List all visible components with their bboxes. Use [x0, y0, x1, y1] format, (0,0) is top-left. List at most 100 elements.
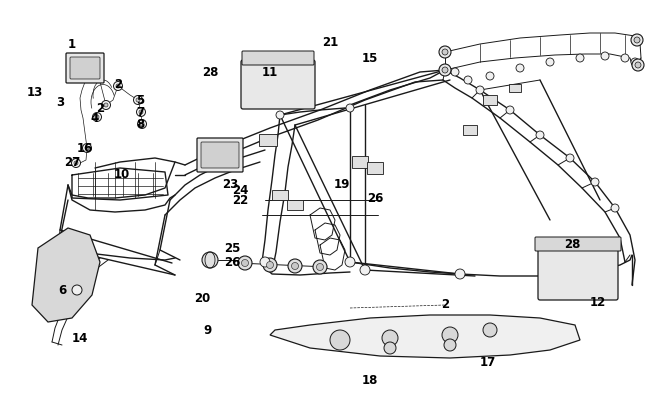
- Circle shape: [345, 257, 355, 267]
- Circle shape: [634, 37, 640, 43]
- Circle shape: [72, 285, 82, 295]
- Circle shape: [266, 261, 274, 269]
- FancyBboxPatch shape: [241, 60, 315, 109]
- FancyBboxPatch shape: [272, 190, 288, 200]
- Polygon shape: [270, 315, 580, 358]
- Circle shape: [101, 101, 111, 109]
- Polygon shape: [32, 228, 100, 322]
- Circle shape: [139, 110, 143, 114]
- Circle shape: [92, 112, 101, 122]
- Circle shape: [136, 107, 146, 116]
- Circle shape: [601, 52, 609, 60]
- Text: 2: 2: [441, 299, 449, 311]
- FancyBboxPatch shape: [367, 162, 383, 174]
- Text: 23: 23: [222, 179, 238, 191]
- Circle shape: [313, 260, 327, 274]
- Text: 17: 17: [480, 356, 496, 368]
- Circle shape: [95, 115, 99, 119]
- Circle shape: [104, 103, 108, 107]
- Text: 12: 12: [590, 295, 606, 309]
- Circle shape: [611, 204, 619, 212]
- Text: 19: 19: [334, 179, 350, 191]
- Circle shape: [140, 122, 144, 126]
- Text: 2: 2: [96, 101, 104, 114]
- Circle shape: [138, 120, 146, 128]
- Circle shape: [276, 111, 284, 119]
- Circle shape: [486, 72, 494, 80]
- Text: 20: 20: [194, 292, 210, 305]
- Circle shape: [536, 131, 544, 139]
- Circle shape: [442, 49, 448, 55]
- FancyBboxPatch shape: [463, 125, 477, 135]
- Text: 4: 4: [91, 112, 99, 124]
- Text: 10: 10: [114, 168, 130, 181]
- Circle shape: [85, 146, 89, 150]
- Text: 28: 28: [202, 65, 218, 78]
- Text: 9: 9: [203, 324, 211, 337]
- Circle shape: [455, 269, 465, 279]
- Text: 7: 7: [136, 105, 144, 118]
- Circle shape: [440, 65, 450, 75]
- Circle shape: [202, 252, 218, 268]
- Circle shape: [238, 256, 252, 270]
- Circle shape: [114, 82, 122, 90]
- Circle shape: [442, 67, 448, 73]
- Circle shape: [439, 64, 451, 76]
- Text: 25: 25: [224, 242, 240, 255]
- FancyBboxPatch shape: [201, 142, 239, 168]
- Circle shape: [451, 68, 459, 76]
- Text: 22: 22: [232, 194, 248, 206]
- Circle shape: [260, 257, 270, 267]
- Circle shape: [136, 98, 140, 102]
- FancyBboxPatch shape: [259, 134, 277, 146]
- Circle shape: [382, 330, 398, 346]
- Text: 26: 26: [367, 191, 384, 204]
- Circle shape: [291, 263, 298, 269]
- Text: 27: 27: [64, 156, 80, 170]
- Circle shape: [632, 59, 644, 71]
- Circle shape: [288, 259, 302, 273]
- Circle shape: [516, 64, 524, 72]
- Circle shape: [72, 158, 81, 168]
- Text: 8: 8: [136, 118, 144, 130]
- Text: 15: 15: [362, 51, 378, 65]
- Text: 24: 24: [232, 183, 248, 196]
- FancyBboxPatch shape: [538, 244, 618, 300]
- Circle shape: [442, 327, 458, 343]
- Circle shape: [464, 76, 472, 84]
- Text: 16: 16: [77, 141, 93, 154]
- Circle shape: [439, 46, 451, 58]
- FancyBboxPatch shape: [242, 51, 314, 65]
- Circle shape: [330, 330, 350, 350]
- Circle shape: [116, 84, 120, 88]
- Text: 18: 18: [362, 374, 378, 387]
- Circle shape: [591, 178, 599, 186]
- Circle shape: [133, 95, 142, 105]
- Text: 2: 2: [114, 78, 122, 91]
- Circle shape: [242, 259, 248, 267]
- Circle shape: [360, 265, 370, 275]
- Circle shape: [506, 106, 514, 114]
- Text: 26: 26: [224, 255, 240, 269]
- FancyBboxPatch shape: [287, 200, 303, 210]
- FancyBboxPatch shape: [535, 237, 621, 251]
- Text: 6: 6: [58, 284, 66, 297]
- Text: 13: 13: [27, 86, 43, 99]
- FancyBboxPatch shape: [483, 95, 497, 105]
- FancyBboxPatch shape: [66, 53, 104, 83]
- Circle shape: [576, 54, 584, 62]
- FancyBboxPatch shape: [509, 84, 521, 92]
- Text: 1: 1: [68, 38, 76, 51]
- Circle shape: [483, 323, 497, 337]
- Circle shape: [566, 154, 574, 162]
- Circle shape: [74, 161, 78, 165]
- Text: 21: 21: [322, 36, 338, 48]
- FancyBboxPatch shape: [70, 57, 100, 79]
- Text: 28: 28: [564, 238, 580, 252]
- FancyBboxPatch shape: [197, 138, 243, 172]
- Circle shape: [83, 143, 92, 152]
- Text: 5: 5: [136, 93, 144, 107]
- Circle shape: [317, 263, 324, 271]
- Text: 14: 14: [72, 332, 88, 345]
- Circle shape: [635, 62, 641, 68]
